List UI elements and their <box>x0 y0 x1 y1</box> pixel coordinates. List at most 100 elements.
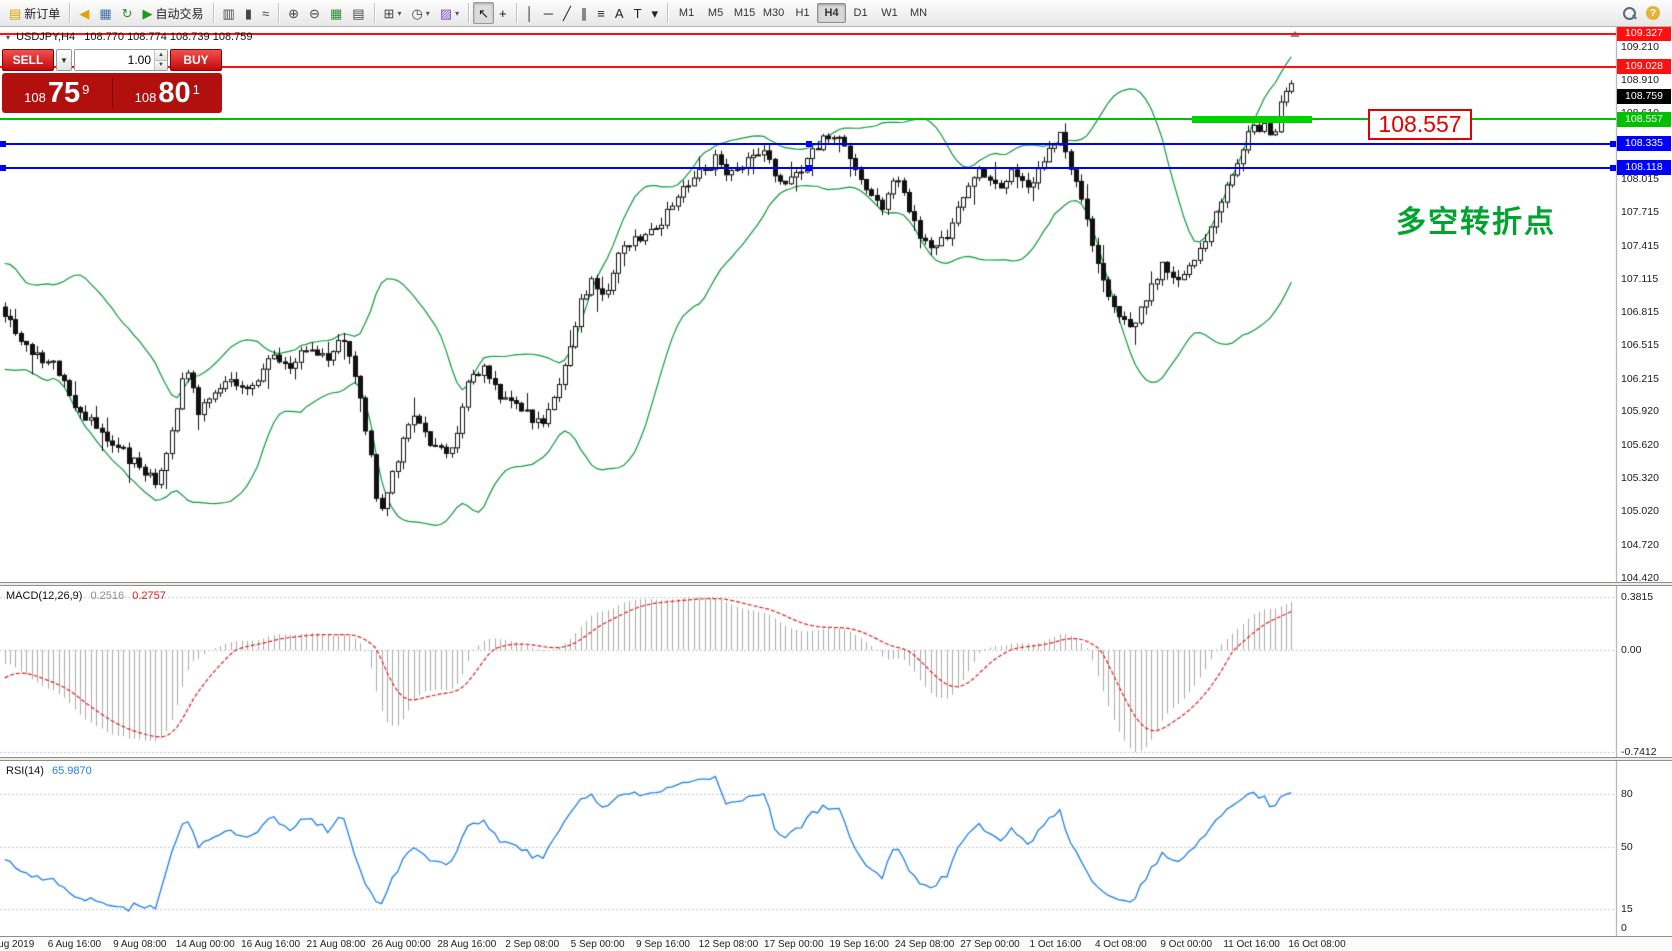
volume-up-button[interactable]: ▲ <box>155 50 167 61</box>
horizontal-line[interactable] <box>0 118 1616 121</box>
timeframe-mn-button[interactable]: MN <box>909 7 928 19</box>
current-price-tag: 108.759 <box>1617 89 1671 105</box>
zoom-in-button[interactable]: ⊕ <box>283 2 304 24</box>
volume-down-button[interactable]: ▼ <box>155 60 167 70</box>
price-axis-label: 109.210 <box>1621 40 1659 53</box>
price-axis-label: 105.920 <box>1621 405 1659 418</box>
toolbar-separator <box>212 3 214 23</box>
zoom-out-button[interactable]: ⊖ <box>304 2 325 24</box>
buy-button[interactable]: BUY <box>170 49 222 71</box>
chart-collapse-icon[interactable]: ▾ <box>6 33 11 42</box>
shapes-button[interactable]: ▾ <box>647 2 664 24</box>
panel-splitter[interactable] <box>0 582 1672 586</box>
bid-ask-panel: 108 75 9 108 80 1 <box>2 73 222 113</box>
rsi-title: RSI(14) <box>6 765 44 777</box>
line-selection-handle[interactable] <box>1610 164 1616 171</box>
buy-price[interactable]: 108 80 1 <box>134 76 200 109</box>
auto-arrange-button[interactable]: ▤ <box>347 2 369 24</box>
crosshair-button[interactable]: + <box>494 2 512 24</box>
price-axis-label: 107.715 <box>1621 206 1659 219</box>
label-button[interactable]: T <box>629 2 647 24</box>
tile-windows-button[interactable]: ▦ <box>325 2 347 24</box>
line-selection-handle[interactable] <box>806 164 812 171</box>
charts-grid-button[interactable]: ▦ <box>94 2 116 24</box>
rsi-axis-label: 50 <box>1621 841 1633 854</box>
channel-button[interactable]: ∥ <box>576 2 593 24</box>
timeframe-m15-button[interactable]: M15 <box>733 7 756 19</box>
timeframe-h4-button[interactable]: H4 <box>817 3 847 23</box>
line-price-tag: 109.028 <box>1617 59 1671 75</box>
line-selection-handle[interactable] <box>0 140 6 147</box>
timeframe-m5-button[interactable]: M5 <box>707 7 724 19</box>
toolbar-separator <box>373 3 375 23</box>
macd-axis-label: -0.7412 <box>1621 746 1657 759</box>
line-selection-handle[interactable] <box>0 164 6 171</box>
candlestick-chart-button[interactable]: ▮ <box>240 2 257 24</box>
sell-price[interactable]: 108 75 9 <box>24 76 90 109</box>
timeframe-h1-button[interactable]: H1 <box>795 7 810 19</box>
macd-title: MACD(12,26,9) <box>6 590 83 602</box>
time-axis-label: 1 Aug 2019 <box>0 939 35 950</box>
rsi-axis-label: 80 <box>1621 788 1633 800</box>
fibonacci-button[interactable]: ≡ <box>592 2 610 24</box>
timeframe-m1-button[interactable]: M1 <box>678 7 695 19</box>
volume-input[interactable] <box>75 50 154 70</box>
time-axis-label: 6 Aug 16:00 <box>47 939 102 950</box>
price-axis-label: 106.515 <box>1621 339 1659 352</box>
new-order-button[interactable]: ▤ 新订单 <box>4 2 65 24</box>
hline-button[interactable]: ─ <box>539 2 558 24</box>
line-chart-button[interactable]: ≈ <box>257 2 274 24</box>
megaphone-icon-icon: ◀ <box>79 5 90 21</box>
shapes-icon: ▾ <box>651 5 659 21</box>
megaphone-icon-button[interactable]: ◀ <box>74 2 94 24</box>
price-axis-label: 105.620 <box>1621 438 1659 451</box>
line-price-tag: 109.327 <box>1617 26 1671 42</box>
help-icon[interactable]: ? <box>1646 6 1660 20</box>
new-chart-button[interactable]: ⊞ ▾ <box>379 2 407 24</box>
trendline-button[interactable]: ╱ <box>558 2 576 24</box>
search-icon[interactable] <box>1623 6 1636 20</box>
profiles-button[interactable]: ◷ ▾ <box>406 2 434 24</box>
one-click-trading-panel: SELL ▼ ▲ ▼ BUY 108 75 9 108 80 1 <box>2 49 222 113</box>
trendline-icon: ╱ <box>562 5 571 21</box>
ohlc-values: 108.770 108.774 108.739 108.759 <box>84 31 253 43</box>
price-axis-label: 106.815 <box>1621 306 1659 319</box>
toolbar-separator <box>667 3 669 23</box>
price-callout[interactable]: 108.557 <box>1368 109 1472 140</box>
line-selection-handle[interactable] <box>806 140 812 147</box>
line-selection-handle[interactable] <box>1610 140 1616 147</box>
timeframe-d1-button[interactable]: D1 <box>853 7 868 19</box>
channel-icon: ∥ <box>580 5 588 21</box>
toolbar-separator <box>515 3 517 23</box>
text-icon: A <box>614 5 624 21</box>
panel-splitter[interactable] <box>0 757 1672 761</box>
bar-chart-button[interactable]: ▥ <box>218 2 240 24</box>
new-order-button-label: 新订单 <box>24 6 61 21</box>
macd-header: MACD(12,26,9) 0.2516 0.2757 <box>6 590 166 602</box>
time-axis-label: 4 Oct 08:00 <box>1094 939 1147 950</box>
toolbar-separator <box>278 3 280 23</box>
horizontal-line[interactable] <box>0 65 1616 68</box>
price-axis-label: 105.020 <box>1621 505 1659 518</box>
text-button[interactable]: A <box>610 2 629 24</box>
vline-button[interactable]: │ <box>521 2 539 24</box>
cursor-icon: ↖ <box>478 5 490 21</box>
timeframe-w1-button[interactable]: W1 <box>881 7 898 19</box>
toolbar-separator <box>468 3 470 23</box>
time-axis[interactable]: 1 Aug 2019 6 Aug 16:00 9 Aug 08:00 14 Aug 0… <box>0 936 1672 951</box>
chart-annotation[interactable]: 多空转折点 <box>1396 206 1556 239</box>
horizontal-line[interactable] <box>0 32 1616 35</box>
cursor-button[interactable]: ↖ <box>473 2 495 24</box>
time-axis-label: 9 Oct 00:00 <box>1160 939 1213 950</box>
sell-button[interactable]: SELL <box>2 49 54 71</box>
highlighted-line-segment[interactable] <box>1192 115 1312 123</box>
autotrade-button[interactable]: ▶ 自动交易 <box>138 2 209 24</box>
timeframe-m30-button[interactable]: M30 <box>762 7 785 19</box>
refresh-button[interactable]: ↻ <box>117 2 138 24</box>
symbol-header: ▾ USDJPY,H4 108.770 108.774 108.739 108.… <box>6 31 252 43</box>
volume-presets-button[interactable]: ▼ <box>56 49 72 71</box>
indicators-button[interactable]: ▨ ▾ <box>435 2 464 24</box>
label-icon: T <box>633 5 642 21</box>
auto-arrange-icon: ▤ <box>352 5 365 21</box>
